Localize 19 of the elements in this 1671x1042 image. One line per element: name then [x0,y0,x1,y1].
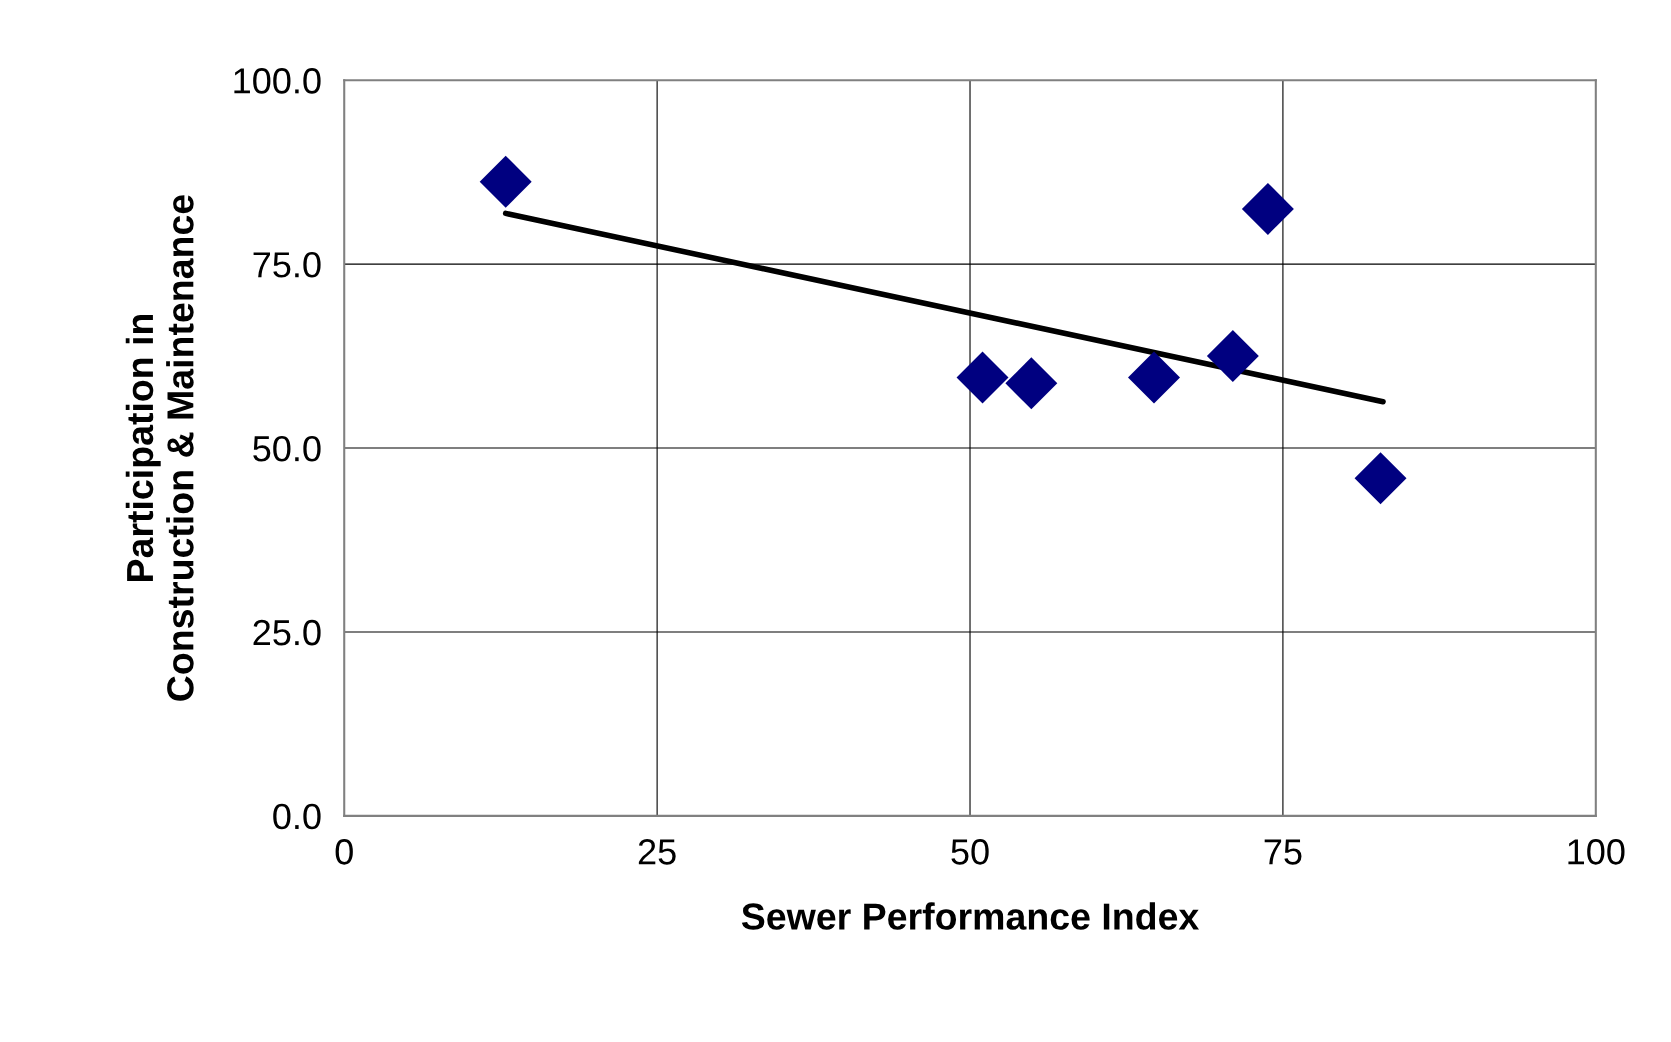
y-axis-title: Participation in Construction & Maintenance [125,195,194,701]
y-tick-label: 50.0 [253,435,321,462]
x-tick-label: 75 [1264,839,1302,865]
x-tick-label: 100 [1568,839,1625,865]
point [1354,452,1407,505]
x-tick-label: 0 [335,839,353,865]
y-tick-label: 75.0 [253,252,321,278]
y-tick-label: 100.0 [234,68,321,94]
point [1206,330,1259,383]
point [956,351,1009,404]
x-tick-label: 25 [638,839,676,865]
y-tick-label: 25.0 [253,619,321,646]
point [1005,357,1058,410]
x-axis-title: Sewer Performance Index [741,902,1200,930]
point [1128,351,1180,404]
point [1241,182,1294,235]
point [479,155,532,208]
x-tick-label: 50 [951,839,989,865]
y-tick-label: 0.0 [273,803,321,830]
